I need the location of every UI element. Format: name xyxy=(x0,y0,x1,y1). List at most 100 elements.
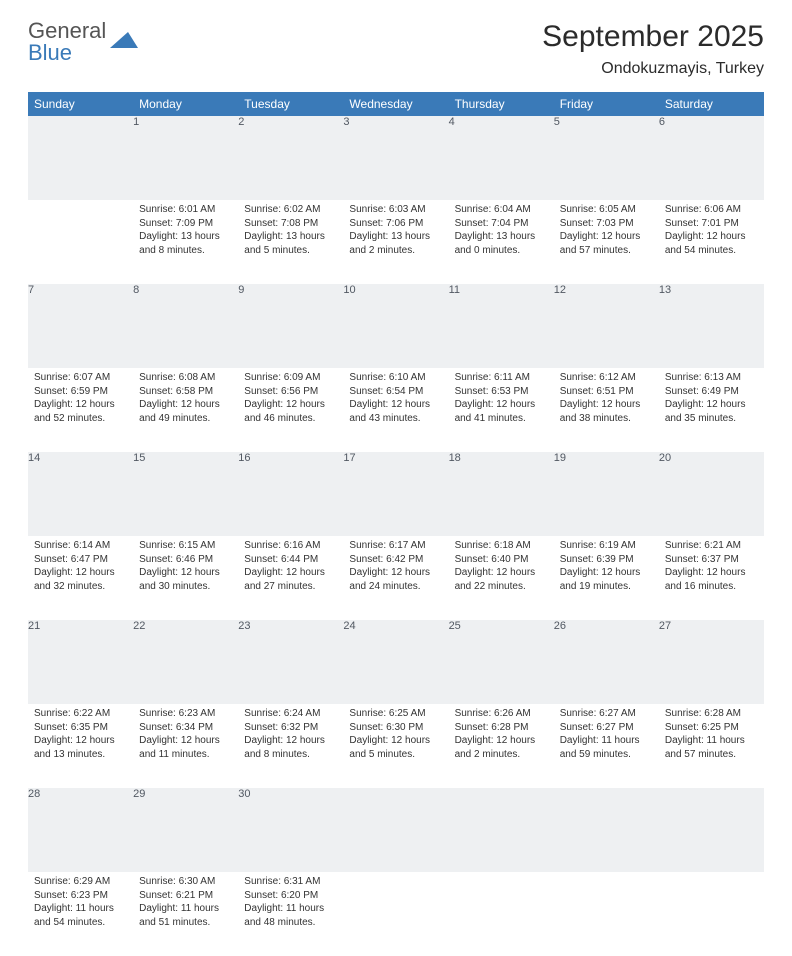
day-number-cell: 26 xyxy=(554,620,659,704)
day-number-cell: 23 xyxy=(238,620,343,704)
day-cell xyxy=(554,872,659,956)
day-cell-body: Sunrise: 6:04 AMSunset: 7:04 PMDaylight:… xyxy=(449,200,554,263)
sunset-line: Sunset: 6:40 PM xyxy=(455,553,548,567)
day-cell: Sunrise: 6:22 AMSunset: 6:35 PMDaylight:… xyxy=(28,704,133,788)
sunrise-line: Sunrise: 6:07 AM xyxy=(34,371,127,385)
day-cell: Sunrise: 6:11 AMSunset: 6:53 PMDaylight:… xyxy=(449,368,554,452)
daylight-line: Daylight: 12 hours and 16 minutes. xyxy=(665,566,758,593)
daylight-line: Daylight: 12 hours and 8 minutes. xyxy=(244,734,337,761)
sunrise-line: Sunrise: 6:29 AM xyxy=(34,875,127,889)
daylight-line: Daylight: 12 hours and 19 minutes. xyxy=(560,566,653,593)
daylight-line: Daylight: 12 hours and 30 minutes. xyxy=(139,566,232,593)
day-number-cell xyxy=(449,788,554,872)
day-cell: Sunrise: 6:18 AMSunset: 6:40 PMDaylight:… xyxy=(449,536,554,620)
daylight-line: Daylight: 12 hours and 49 minutes. xyxy=(139,398,232,425)
sunset-line: Sunset: 7:03 PM xyxy=(560,217,653,231)
sunrise-line: Sunrise: 6:27 AM xyxy=(560,707,653,721)
day-cell xyxy=(449,872,554,956)
sunrise-line: Sunrise: 6:05 AM xyxy=(560,203,653,217)
logo-text-bottom: Blue xyxy=(28,42,106,64)
day-number-row: 123456 xyxy=(28,116,764,200)
sunset-line: Sunset: 6:44 PM xyxy=(244,553,337,567)
day-header: Thursday xyxy=(449,92,554,116)
day-cell: Sunrise: 6:06 AMSunset: 7:01 PMDaylight:… xyxy=(659,200,764,284)
day-cell-body: Sunrise: 6:24 AMSunset: 6:32 PMDaylight:… xyxy=(238,704,343,767)
day-cell-body: Sunrise: 6:28 AMSunset: 6:25 PMDaylight:… xyxy=(659,704,764,767)
sunset-line: Sunset: 6:20 PM xyxy=(244,889,337,903)
daylight-line: Daylight: 13 hours and 0 minutes. xyxy=(455,230,548,257)
sunset-line: Sunset: 6:53 PM xyxy=(455,385,548,399)
sunset-line: Sunset: 6:39 PM xyxy=(560,553,653,567)
day-cell-body: Sunrise: 6:01 AMSunset: 7:09 PMDaylight:… xyxy=(133,200,238,263)
day-number-cell: 2 xyxy=(238,116,343,200)
day-cell: Sunrise: 6:16 AMSunset: 6:44 PMDaylight:… xyxy=(238,536,343,620)
day-number-cell xyxy=(28,116,133,200)
day-cell-body: Sunrise: 6:09 AMSunset: 6:56 PMDaylight:… xyxy=(238,368,343,431)
day-cell-body: Sunrise: 6:11 AMSunset: 6:53 PMDaylight:… xyxy=(449,368,554,431)
day-cell-body: Sunrise: 6:06 AMSunset: 7:01 PMDaylight:… xyxy=(659,200,764,263)
day-cell xyxy=(28,200,133,284)
day-cell-body: Sunrise: 6:25 AMSunset: 6:30 PMDaylight:… xyxy=(343,704,448,767)
day-number-cell: 21 xyxy=(28,620,133,704)
day-cell: Sunrise: 6:12 AMSunset: 6:51 PMDaylight:… xyxy=(554,368,659,452)
day-number-cell: 14 xyxy=(28,452,133,536)
sunrise-line: Sunrise: 6:16 AM xyxy=(244,539,337,553)
day-cell: Sunrise: 6:28 AMSunset: 6:25 PMDaylight:… xyxy=(659,704,764,788)
day-cell-body: Sunrise: 6:14 AMSunset: 6:47 PMDaylight:… xyxy=(28,536,133,599)
day-cell: Sunrise: 6:13 AMSunset: 6:49 PMDaylight:… xyxy=(659,368,764,452)
sunset-line: Sunset: 6:35 PM xyxy=(34,721,127,735)
sunset-line: Sunset: 6:30 PM xyxy=(349,721,442,735)
sunset-line: Sunset: 6:32 PM xyxy=(244,721,337,735)
day-cell: Sunrise: 6:03 AMSunset: 7:06 PMDaylight:… xyxy=(343,200,448,284)
day-number-cell: 1 xyxy=(133,116,238,200)
day-cell: Sunrise: 6:31 AMSunset: 6:20 PMDaylight:… xyxy=(238,872,343,956)
sunrise-line: Sunrise: 6:09 AM xyxy=(244,371,337,385)
day-cell: Sunrise: 6:05 AMSunset: 7:03 PMDaylight:… xyxy=(554,200,659,284)
day-number-cell: 10 xyxy=(343,284,448,368)
daylight-line: Daylight: 13 hours and 5 minutes. xyxy=(244,230,337,257)
day-cell: Sunrise: 6:19 AMSunset: 6:39 PMDaylight:… xyxy=(554,536,659,620)
day-number-cell: 5 xyxy=(554,116,659,200)
sunset-line: Sunset: 6:47 PM xyxy=(34,553,127,567)
day-number-cell: 29 xyxy=(133,788,238,872)
day-number-cell: 20 xyxy=(659,452,764,536)
title-block: September 2025 Ondokuzmayis, Turkey xyxy=(542,20,764,78)
day-number-cell: 6 xyxy=(659,116,764,200)
sunrise-line: Sunrise: 6:31 AM xyxy=(244,875,337,889)
daylight-line: Daylight: 11 hours and 54 minutes. xyxy=(34,902,127,929)
day-cell-body: Sunrise: 6:18 AMSunset: 6:40 PMDaylight:… xyxy=(449,536,554,599)
sunrise-line: Sunrise: 6:26 AM xyxy=(455,707,548,721)
day-header: Tuesday xyxy=(238,92,343,116)
daylight-line: Daylight: 13 hours and 2 minutes. xyxy=(349,230,442,257)
day-number-row: 282930 xyxy=(28,788,764,872)
daylight-line: Daylight: 12 hours and 27 minutes. xyxy=(244,566,337,593)
day-cell: Sunrise: 6:15 AMSunset: 6:46 PMDaylight:… xyxy=(133,536,238,620)
sunrise-line: Sunrise: 6:11 AM xyxy=(455,371,548,385)
day-cell-body: Sunrise: 6:08 AMSunset: 6:58 PMDaylight:… xyxy=(133,368,238,431)
day-number-cell: 4 xyxy=(449,116,554,200)
day-cell-body: Sunrise: 6:27 AMSunset: 6:27 PMDaylight:… xyxy=(554,704,659,767)
sunrise-line: Sunrise: 6:30 AM xyxy=(139,875,232,889)
daylight-line: Daylight: 12 hours and 22 minutes. xyxy=(455,566,548,593)
day-cell: Sunrise: 6:10 AMSunset: 6:54 PMDaylight:… xyxy=(343,368,448,452)
daylight-line: Daylight: 12 hours and 11 minutes. xyxy=(139,734,232,761)
daylight-line: Daylight: 13 hours and 8 minutes. xyxy=(139,230,232,257)
day-number-cell: 30 xyxy=(238,788,343,872)
sunrise-line: Sunrise: 6:17 AM xyxy=(349,539,442,553)
day-number-cell: 3 xyxy=(343,116,448,200)
sunset-line: Sunset: 6:46 PM xyxy=(139,553,232,567)
sunrise-line: Sunrise: 6:21 AM xyxy=(665,539,758,553)
day-cell-body: Sunrise: 6:02 AMSunset: 7:08 PMDaylight:… xyxy=(238,200,343,263)
calendar-body: 123456Sunrise: 6:01 AMSunset: 7:09 PMDay… xyxy=(28,116,764,956)
day-number-cell: 9 xyxy=(238,284,343,368)
sunset-line: Sunset: 7:08 PM xyxy=(244,217,337,231)
sunset-line: Sunset: 6:59 PM xyxy=(34,385,127,399)
sunset-line: Sunset: 7:06 PM xyxy=(349,217,442,231)
day-cell: Sunrise: 6:24 AMSunset: 6:32 PMDaylight:… xyxy=(238,704,343,788)
day-cell-body: Sunrise: 6:22 AMSunset: 6:35 PMDaylight:… xyxy=(28,704,133,767)
day-cell: Sunrise: 6:30 AMSunset: 6:21 PMDaylight:… xyxy=(133,872,238,956)
day-cell-body: Sunrise: 6:05 AMSunset: 7:03 PMDaylight:… xyxy=(554,200,659,263)
day-cell-body: Sunrise: 6:16 AMSunset: 6:44 PMDaylight:… xyxy=(238,536,343,599)
day-cell-body: Sunrise: 6:13 AMSunset: 6:49 PMDaylight:… xyxy=(659,368,764,431)
sunrise-line: Sunrise: 6:06 AM xyxy=(665,203,758,217)
